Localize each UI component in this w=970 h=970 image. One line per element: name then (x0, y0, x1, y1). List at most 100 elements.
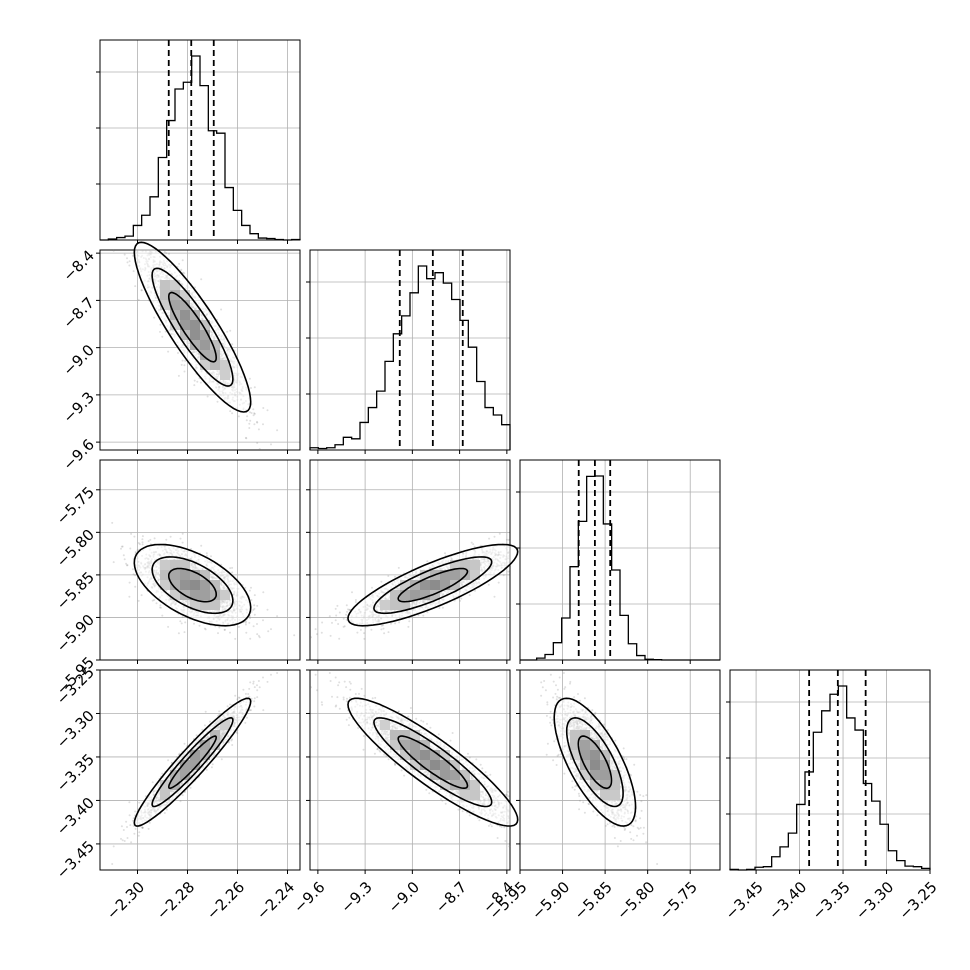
sample-point (249, 411, 251, 414)
sample-point (193, 622, 195, 625)
sample-point (231, 571, 234, 574)
sample-point (126, 257, 128, 260)
panel-frame (99, 249, 301, 451)
sample-point (141, 541, 144, 544)
sample-point (122, 554, 125, 557)
sample-point (253, 604, 256, 607)
sample-point (231, 343, 234, 346)
sample-point (252, 609, 255, 611)
histogram-bars (309, 265, 511, 450)
sample-point (112, 561, 115, 564)
sample-point (266, 409, 269, 412)
sample-point (253, 386, 256, 389)
sample-point (245, 631, 248, 634)
sample-point (129, 547, 132, 550)
sample-point (128, 581, 131, 584)
histogram-panel-1 (306, 249, 511, 454)
sample-point (223, 628, 226, 631)
sample-point (132, 270, 135, 273)
sample-point (134, 574, 137, 577)
sample-point (131, 254, 134, 257)
sample-point (218, 626, 221, 629)
sample-point (181, 616, 184, 619)
sample-point (140, 289, 143, 292)
sample-point (177, 374, 180, 377)
sample-point (123, 558, 126, 561)
sample-point (248, 621, 251, 624)
sample-point (229, 631, 231, 634)
sample-point (226, 330, 229, 333)
sample-point (181, 259, 184, 262)
sample-point (252, 408, 255, 411)
sample-point (198, 624, 201, 627)
sample-point (258, 636, 261, 639)
sample-point (250, 599, 253, 601)
sample-point (256, 421, 259, 424)
sample-point (177, 632, 180, 635)
sample-point (248, 589, 251, 592)
sample-point (180, 268, 183, 271)
panel-frame (99, 39, 301, 241)
panel-frame (309, 249, 511, 451)
sample-point (140, 594, 143, 597)
sample-point (168, 252, 170, 255)
sample-point (180, 622, 183, 625)
sample-point (262, 619, 264, 622)
sample-point (137, 298, 140, 301)
sample-point (270, 443, 272, 446)
sample-point (206, 554, 208, 557)
sample-point (126, 564, 128, 567)
sample-point (183, 370, 186, 373)
sample-point (193, 384, 196, 387)
sample-point (229, 410, 232, 413)
sample-point (126, 261, 129, 264)
sample-point (253, 594, 256, 597)
sample-point (220, 308, 223, 311)
sample-point (165, 252, 168, 255)
sample-point (184, 621, 187, 624)
sample-point (249, 419, 252, 422)
sample-point (183, 364, 186, 367)
sample-point (163, 251, 166, 253)
sample-point (167, 350, 170, 353)
sample-point (159, 323, 162, 326)
sample-point (128, 264, 131, 267)
sample-point (267, 630, 270, 633)
sample-point (252, 414, 255, 417)
sample-point (149, 538, 152, 541)
sample-point (258, 448, 261, 450)
sample-point (199, 381, 202, 384)
sample-point (229, 567, 232, 570)
sample-point (184, 359, 187, 362)
histogram-bars (100, 55, 301, 241)
sample-point (161, 335, 164, 338)
sample-point (250, 387, 252, 389)
sample-point (231, 412, 234, 415)
sample-point (248, 377, 251, 380)
sample-point (179, 537, 182, 540)
sample-point (293, 634, 296, 637)
sample-point (253, 613, 256, 616)
scatter-panel-2-0 (96, 459, 301, 664)
sample-point (196, 380, 199, 383)
sample-point (167, 625, 170, 628)
sample-point (193, 379, 196, 382)
sample-point (204, 628, 207, 631)
sample-point (237, 625, 240, 628)
sample-point (217, 632, 219, 635)
sample-point (136, 549, 139, 552)
scatter-panel-1-0 (96, 241, 301, 454)
sample-point (262, 423, 264, 426)
sample-point (245, 419, 248, 422)
sample-point (178, 262, 181, 265)
sample-point (123, 253, 126, 256)
sample-point (131, 568, 134, 571)
sample-point (205, 552, 208, 555)
sample-point (200, 544, 203, 547)
sample-point (253, 412, 256, 415)
sample-point (256, 633, 259, 636)
sample-point (248, 422, 251, 425)
contour-fill (134, 242, 251, 412)
sample-point (177, 352, 179, 354)
